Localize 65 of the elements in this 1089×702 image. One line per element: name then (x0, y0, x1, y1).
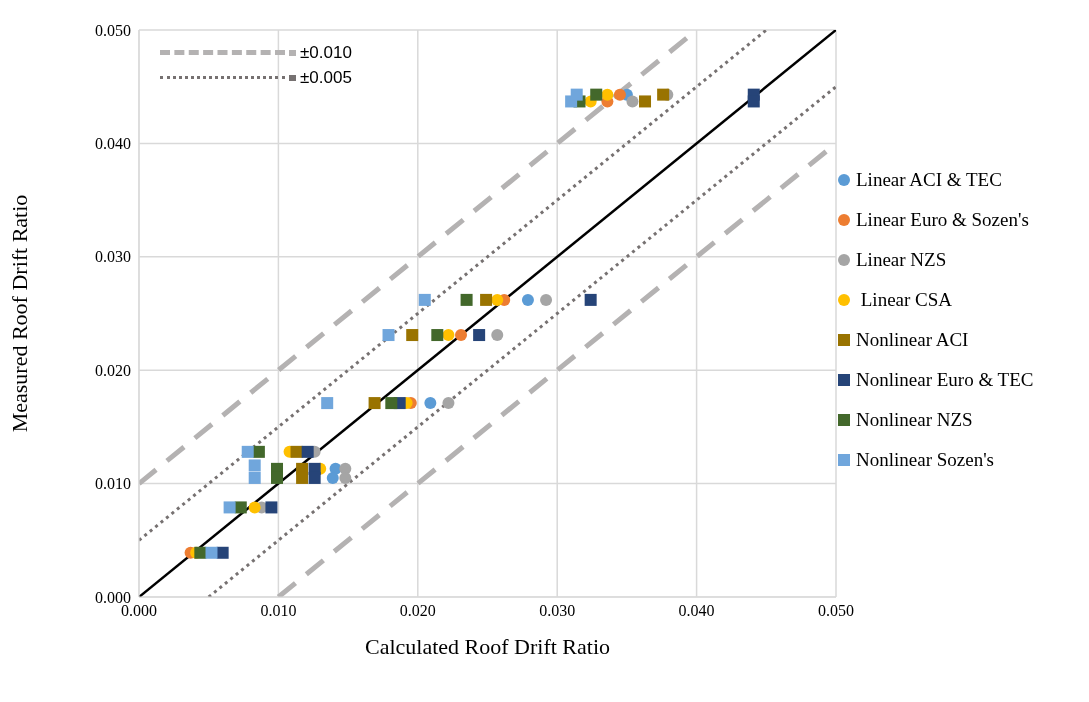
point (431, 329, 444, 342)
point (460, 293, 473, 306)
legend-label: Nonlinear Euro & TEC (856, 369, 1034, 391)
x-tick-label: 0.030 (539, 602, 576, 620)
point (406, 329, 419, 342)
legend-label: Linear CSA (859, 289, 953, 311)
point (234, 501, 247, 514)
x-axis-title: Calculated Roof Drift Ratio (365, 634, 610, 659)
point (252, 445, 265, 458)
point (194, 546, 207, 559)
point (382, 329, 395, 342)
point (385, 397, 398, 410)
point (626, 95, 639, 108)
legend-label: Nonlinear ACI (856, 329, 969, 351)
point (248, 459, 261, 472)
legend-label: ±0.010 (300, 42, 352, 63)
point (205, 546, 218, 559)
point (418, 293, 431, 306)
legend-label: Linear ACI & TEC (856, 169, 1002, 191)
point (265, 501, 278, 514)
point (747, 95, 760, 108)
y-tick-label: 0.020 (95, 361, 131, 379)
point (216, 546, 229, 559)
point (326, 471, 339, 484)
y-tick-label: 0.010 (95, 475, 131, 493)
point (290, 445, 303, 458)
point (540, 293, 553, 306)
point (248, 501, 261, 514)
point (570, 88, 583, 101)
point (241, 445, 254, 458)
point (442, 329, 455, 342)
point (301, 445, 314, 458)
point (455, 329, 468, 342)
point (601, 88, 614, 101)
legend-label: Linear NZS (856, 249, 947, 271)
point (424, 397, 437, 410)
x-tick-label: 0.050 (818, 602, 854, 620)
point (368, 397, 381, 410)
x-tick-label: 0.010 (260, 602, 297, 620)
point (657, 88, 670, 101)
y-axis-title: Measured Roof Drift Ratio (6, 194, 32, 433)
point (491, 329, 504, 342)
point (491, 293, 504, 306)
legend-label: Linear Euro & Sozen's (856, 209, 1029, 231)
legend-label: Nonlinear Sozen's (856, 449, 994, 471)
point (521, 293, 534, 306)
y-tick-label: 0.040 (95, 135, 131, 153)
point (613, 88, 626, 101)
point (590, 88, 603, 101)
point (321, 397, 334, 410)
point (308, 471, 321, 484)
point (584, 293, 597, 306)
point (296, 471, 309, 484)
point (480, 293, 493, 306)
x-tick-label: 0.040 (678, 602, 715, 620)
legend-label: ±0.005 (300, 67, 352, 88)
y-tick-label: 0.050 (95, 21, 131, 39)
point (473, 329, 486, 342)
point (639, 95, 652, 108)
point (223, 501, 236, 514)
point (248, 471, 261, 484)
y-tick-label: 0.030 (95, 248, 131, 266)
point (442, 397, 455, 410)
legend-label: Nonlinear NZS (856, 409, 973, 431)
x-tick-label: 0.020 (399, 602, 436, 620)
